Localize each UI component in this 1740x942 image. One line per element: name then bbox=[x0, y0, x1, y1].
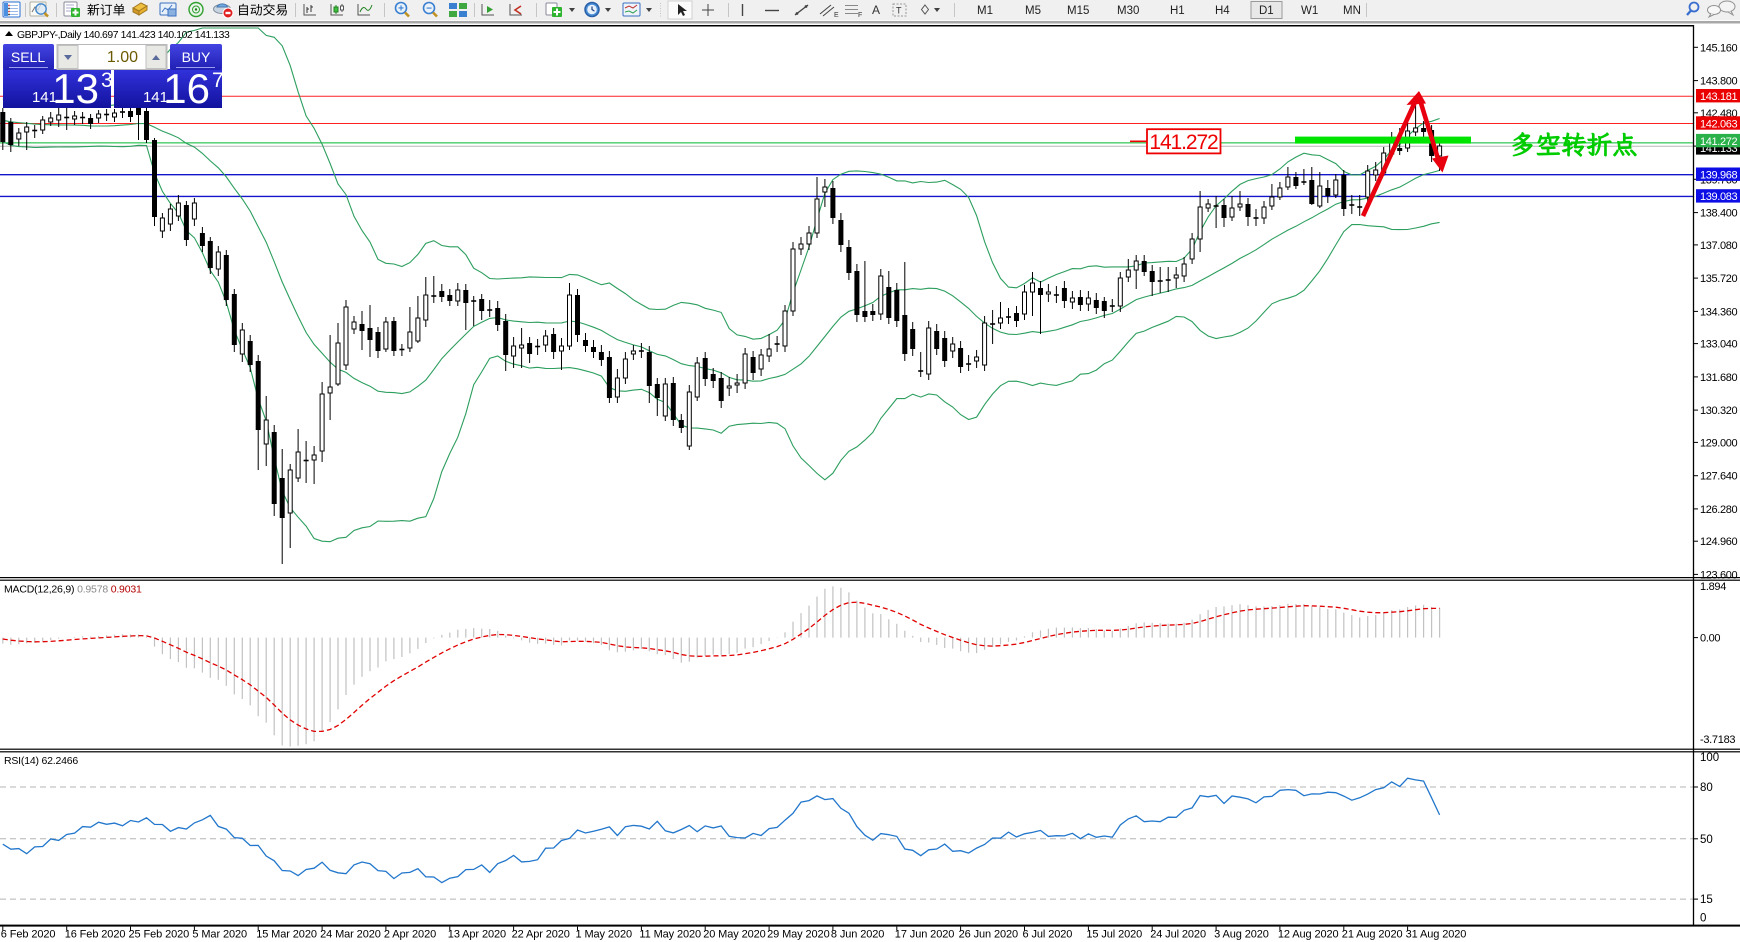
svg-text:M5: M5 bbox=[1025, 5, 1041, 17]
svg-text:141: 141 bbox=[143, 89, 168, 106]
svg-text:143.800: 143.800 bbox=[1700, 76, 1738, 88]
svg-text:13: 13 bbox=[52, 65, 99, 112]
svg-text:E: E bbox=[834, 12, 839, 19]
svg-text:1 May 2020: 1 May 2020 bbox=[576, 929, 632, 941]
svg-text:31 Aug 2020: 31 Aug 2020 bbox=[1406, 929, 1467, 941]
svg-text:141.272: 141.272 bbox=[1700, 136, 1738, 148]
svg-text:M15: M15 bbox=[1067, 5, 1089, 17]
svg-text:16: 16 bbox=[163, 65, 210, 112]
svg-text:RSI(14) 62.2466: RSI(14) 62.2466 bbox=[4, 755, 78, 767]
svg-text:−: − bbox=[426, 4, 432, 15]
svg-text:20 May 2020: 20 May 2020 bbox=[703, 929, 766, 941]
svg-text:0: 0 bbox=[1700, 913, 1706, 925]
svg-text:2 Apr 2020: 2 Apr 2020 bbox=[384, 929, 436, 941]
svg-text:17 Jun 2020: 17 Jun 2020 bbox=[895, 929, 954, 941]
svg-text:3 Aug 2020: 3 Aug 2020 bbox=[1214, 929, 1269, 941]
svg-text:130.320: 130.320 bbox=[1700, 405, 1738, 417]
svg-text:1.00: 1.00 bbox=[107, 49, 138, 66]
svg-text:135.720: 135.720 bbox=[1700, 273, 1738, 285]
svg-text:+: + bbox=[398, 4, 404, 15]
svg-text:GBPJPY-,Daily 140.697 141.423: GBPJPY-,Daily 140.697 141.423 140.102 14… bbox=[17, 30, 230, 41]
svg-text:26 Jun 2020: 26 Jun 2020 bbox=[959, 929, 1018, 941]
svg-text:141: 141 bbox=[32, 89, 57, 106]
svg-text:126.280: 126.280 bbox=[1700, 504, 1738, 516]
svg-text:143.181: 143.181 bbox=[1700, 91, 1738, 103]
svg-text:7: 7 bbox=[212, 69, 224, 92]
svg-text:15 Mar 2020: 15 Mar 2020 bbox=[256, 929, 317, 941]
svg-text:127.640: 127.640 bbox=[1700, 471, 1738, 483]
svg-text:15: 15 bbox=[1700, 894, 1713, 906]
svg-text:D1: D1 bbox=[1259, 5, 1274, 17]
svg-text:A: A bbox=[872, 3, 880, 17]
svg-text:100: 100 bbox=[1700, 752, 1719, 764]
svg-text:H4: H4 bbox=[1215, 5, 1230, 17]
svg-text:129.000: 129.000 bbox=[1700, 437, 1738, 449]
svg-text:T: T bbox=[896, 6, 902, 16]
svg-text:50: 50 bbox=[1700, 834, 1713, 846]
svg-text:123.600: 123.600 bbox=[1700, 569, 1738, 581]
svg-text:22 Apr 2020: 22 Apr 2020 bbox=[512, 929, 570, 941]
svg-text:5 Mar 2020: 5 Mar 2020 bbox=[192, 929, 247, 941]
svg-text:124.960: 124.960 bbox=[1700, 536, 1738, 548]
svg-text:M30: M30 bbox=[1117, 5, 1139, 17]
svg-text:6 Jul 2020: 6 Jul 2020 bbox=[1023, 929, 1073, 941]
svg-text:80: 80 bbox=[1700, 782, 1713, 794]
svg-text:M1: M1 bbox=[977, 5, 993, 17]
svg-text:3: 3 bbox=[101, 69, 113, 92]
svg-text:BUY: BUY bbox=[182, 49, 211, 65]
svg-text:141.272: 141.272 bbox=[1149, 131, 1218, 154]
svg-text:0.00: 0.00 bbox=[1700, 633, 1720, 645]
svg-text:138.400: 138.400 bbox=[1700, 208, 1738, 220]
svg-text:H1: H1 bbox=[1170, 5, 1185, 17]
svg-text:F: F bbox=[858, 12, 862, 19]
svg-text:29 May 2020: 29 May 2020 bbox=[767, 929, 830, 941]
svg-text:SELL: SELL bbox=[11, 49, 45, 65]
svg-text:16 Feb 2020: 16 Feb 2020 bbox=[65, 929, 126, 941]
svg-text:24 Jul 2020: 24 Jul 2020 bbox=[1150, 929, 1206, 941]
svg-text:133.040: 133.040 bbox=[1700, 339, 1738, 351]
svg-text:131.680: 131.680 bbox=[1700, 372, 1738, 384]
svg-text:-3.7183: -3.7183 bbox=[1700, 734, 1735, 746]
svg-text:134.360: 134.360 bbox=[1700, 306, 1738, 318]
svg-text:MN: MN bbox=[1343, 5, 1361, 17]
svg-text:139.083: 139.083 bbox=[1700, 191, 1738, 203]
svg-text:12 Aug 2020: 12 Aug 2020 bbox=[1278, 929, 1339, 941]
svg-text:6 Feb 2020: 6 Feb 2020 bbox=[1, 929, 56, 941]
svg-text:13 Apr 2020: 13 Apr 2020 bbox=[448, 929, 506, 941]
svg-text:25 Feb 2020: 25 Feb 2020 bbox=[129, 929, 190, 941]
svg-text:15 Jul 2020: 15 Jul 2020 bbox=[1086, 929, 1142, 941]
svg-text:145.160: 145.160 bbox=[1700, 42, 1738, 54]
svg-text:137.080: 137.080 bbox=[1700, 240, 1738, 252]
svg-text:21 Aug 2020: 21 Aug 2020 bbox=[1342, 929, 1403, 941]
svg-text:24 Mar 2020: 24 Mar 2020 bbox=[320, 929, 381, 941]
svg-text:139.968: 139.968 bbox=[1700, 170, 1738, 182]
svg-text:11 May 2020: 11 May 2020 bbox=[639, 929, 701, 941]
svg-text:8 Jun 2020: 8 Jun 2020 bbox=[831, 929, 884, 941]
svg-text:1.894: 1.894 bbox=[1700, 581, 1726, 593]
svg-text:MACD(12,26,9) 0.9578 0.9031: MACD(12,26,9) 0.9578 0.9031 bbox=[4, 584, 142, 596]
svg-text:142.063: 142.063 bbox=[1700, 118, 1738, 130]
svg-text:W1: W1 bbox=[1301, 5, 1318, 17]
